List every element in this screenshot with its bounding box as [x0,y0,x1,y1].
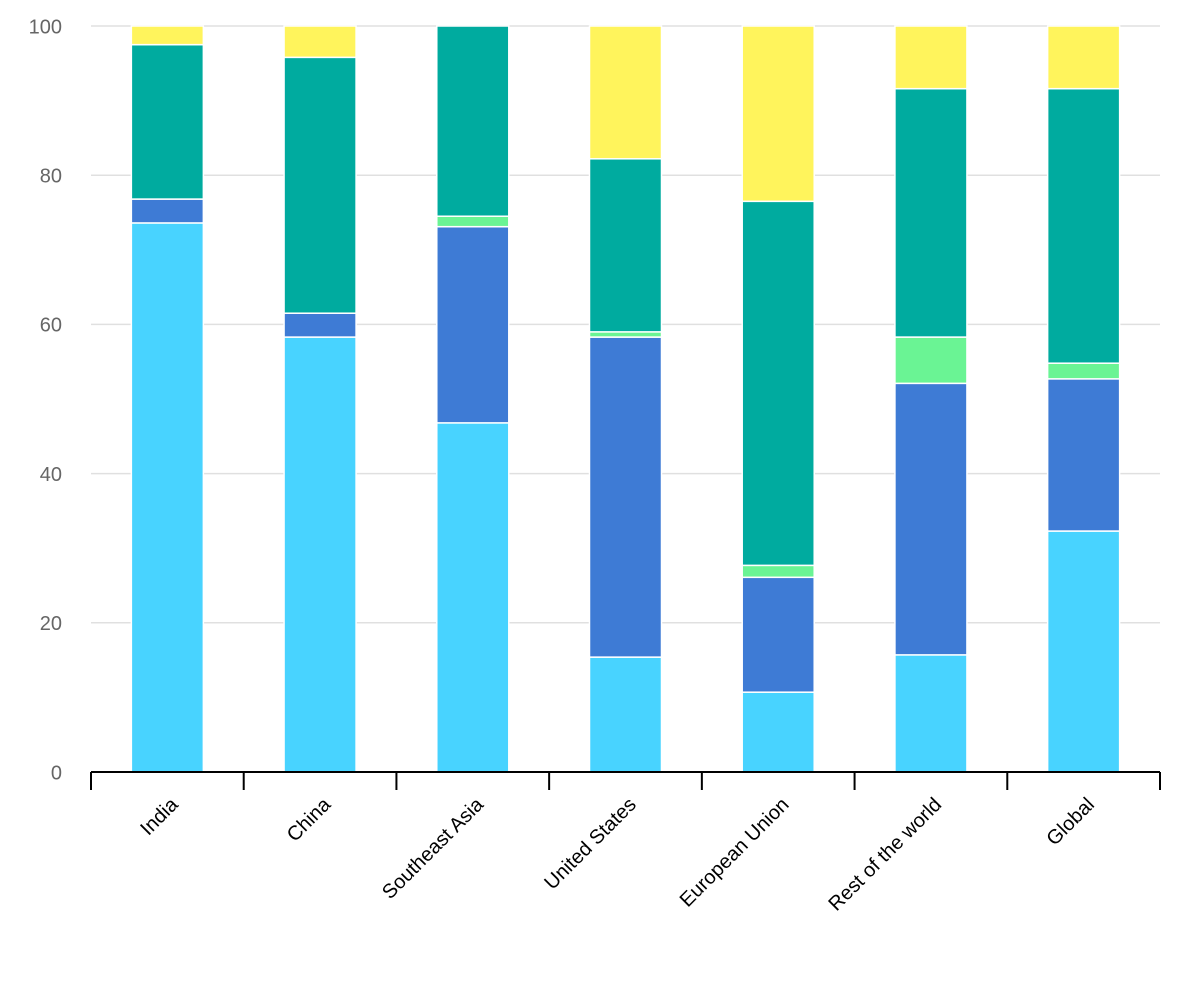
bar-segment [1046,25,1121,90]
bar-segment [588,336,663,658]
bar-segment [588,656,663,773]
bar-segment [130,198,205,224]
x-tick-label: Rest of the world [825,794,947,916]
bar-segment [588,25,663,160]
y-tick-label: 40 [40,464,62,486]
y-tick-label: 100 [29,16,62,38]
bar-segment [1046,87,1121,364]
bar-segment [1046,378,1121,532]
bar-segment [283,25,357,59]
bar-segment [894,382,968,656]
bar-segment [436,225,510,424]
bar-segment [283,336,357,773]
bar-segment [741,200,815,567]
x-tick-label: Global [1042,794,1098,850]
bar-segment [436,422,510,773]
y-tick-label: 80 [40,165,62,187]
bar-segment [741,691,815,773]
x-tick-label: Southeast Asia [378,793,489,904]
x-tick-label: China [283,793,336,846]
bar-segment [283,56,357,314]
bar-segment [1046,362,1121,380]
bar-segment [741,25,815,203]
bar-segment [436,25,510,217]
x-tick-label: United States [540,794,640,894]
bar-segment [588,331,663,338]
bar-segment [741,564,815,579]
x-tick-label: India [136,793,183,840]
bar-segment [283,312,357,338]
bar-segment [894,654,968,773]
bar-segment [130,222,205,773]
y-tick-label: 60 [40,315,62,337]
bar-segment [130,43,205,200]
bar-segment [1046,530,1121,773]
y-tick-label: 20 [40,613,62,635]
bar-segment [588,158,663,333]
bar-segment [436,215,510,228]
bar-segment [741,576,815,693]
bar-segment [894,25,968,90]
y-tick-label: 0 [51,762,62,784]
bar-segment [894,87,968,338]
bar-segment [894,336,968,385]
bar-segment [130,25,205,46]
x-tick-label: European Union [676,794,794,912]
